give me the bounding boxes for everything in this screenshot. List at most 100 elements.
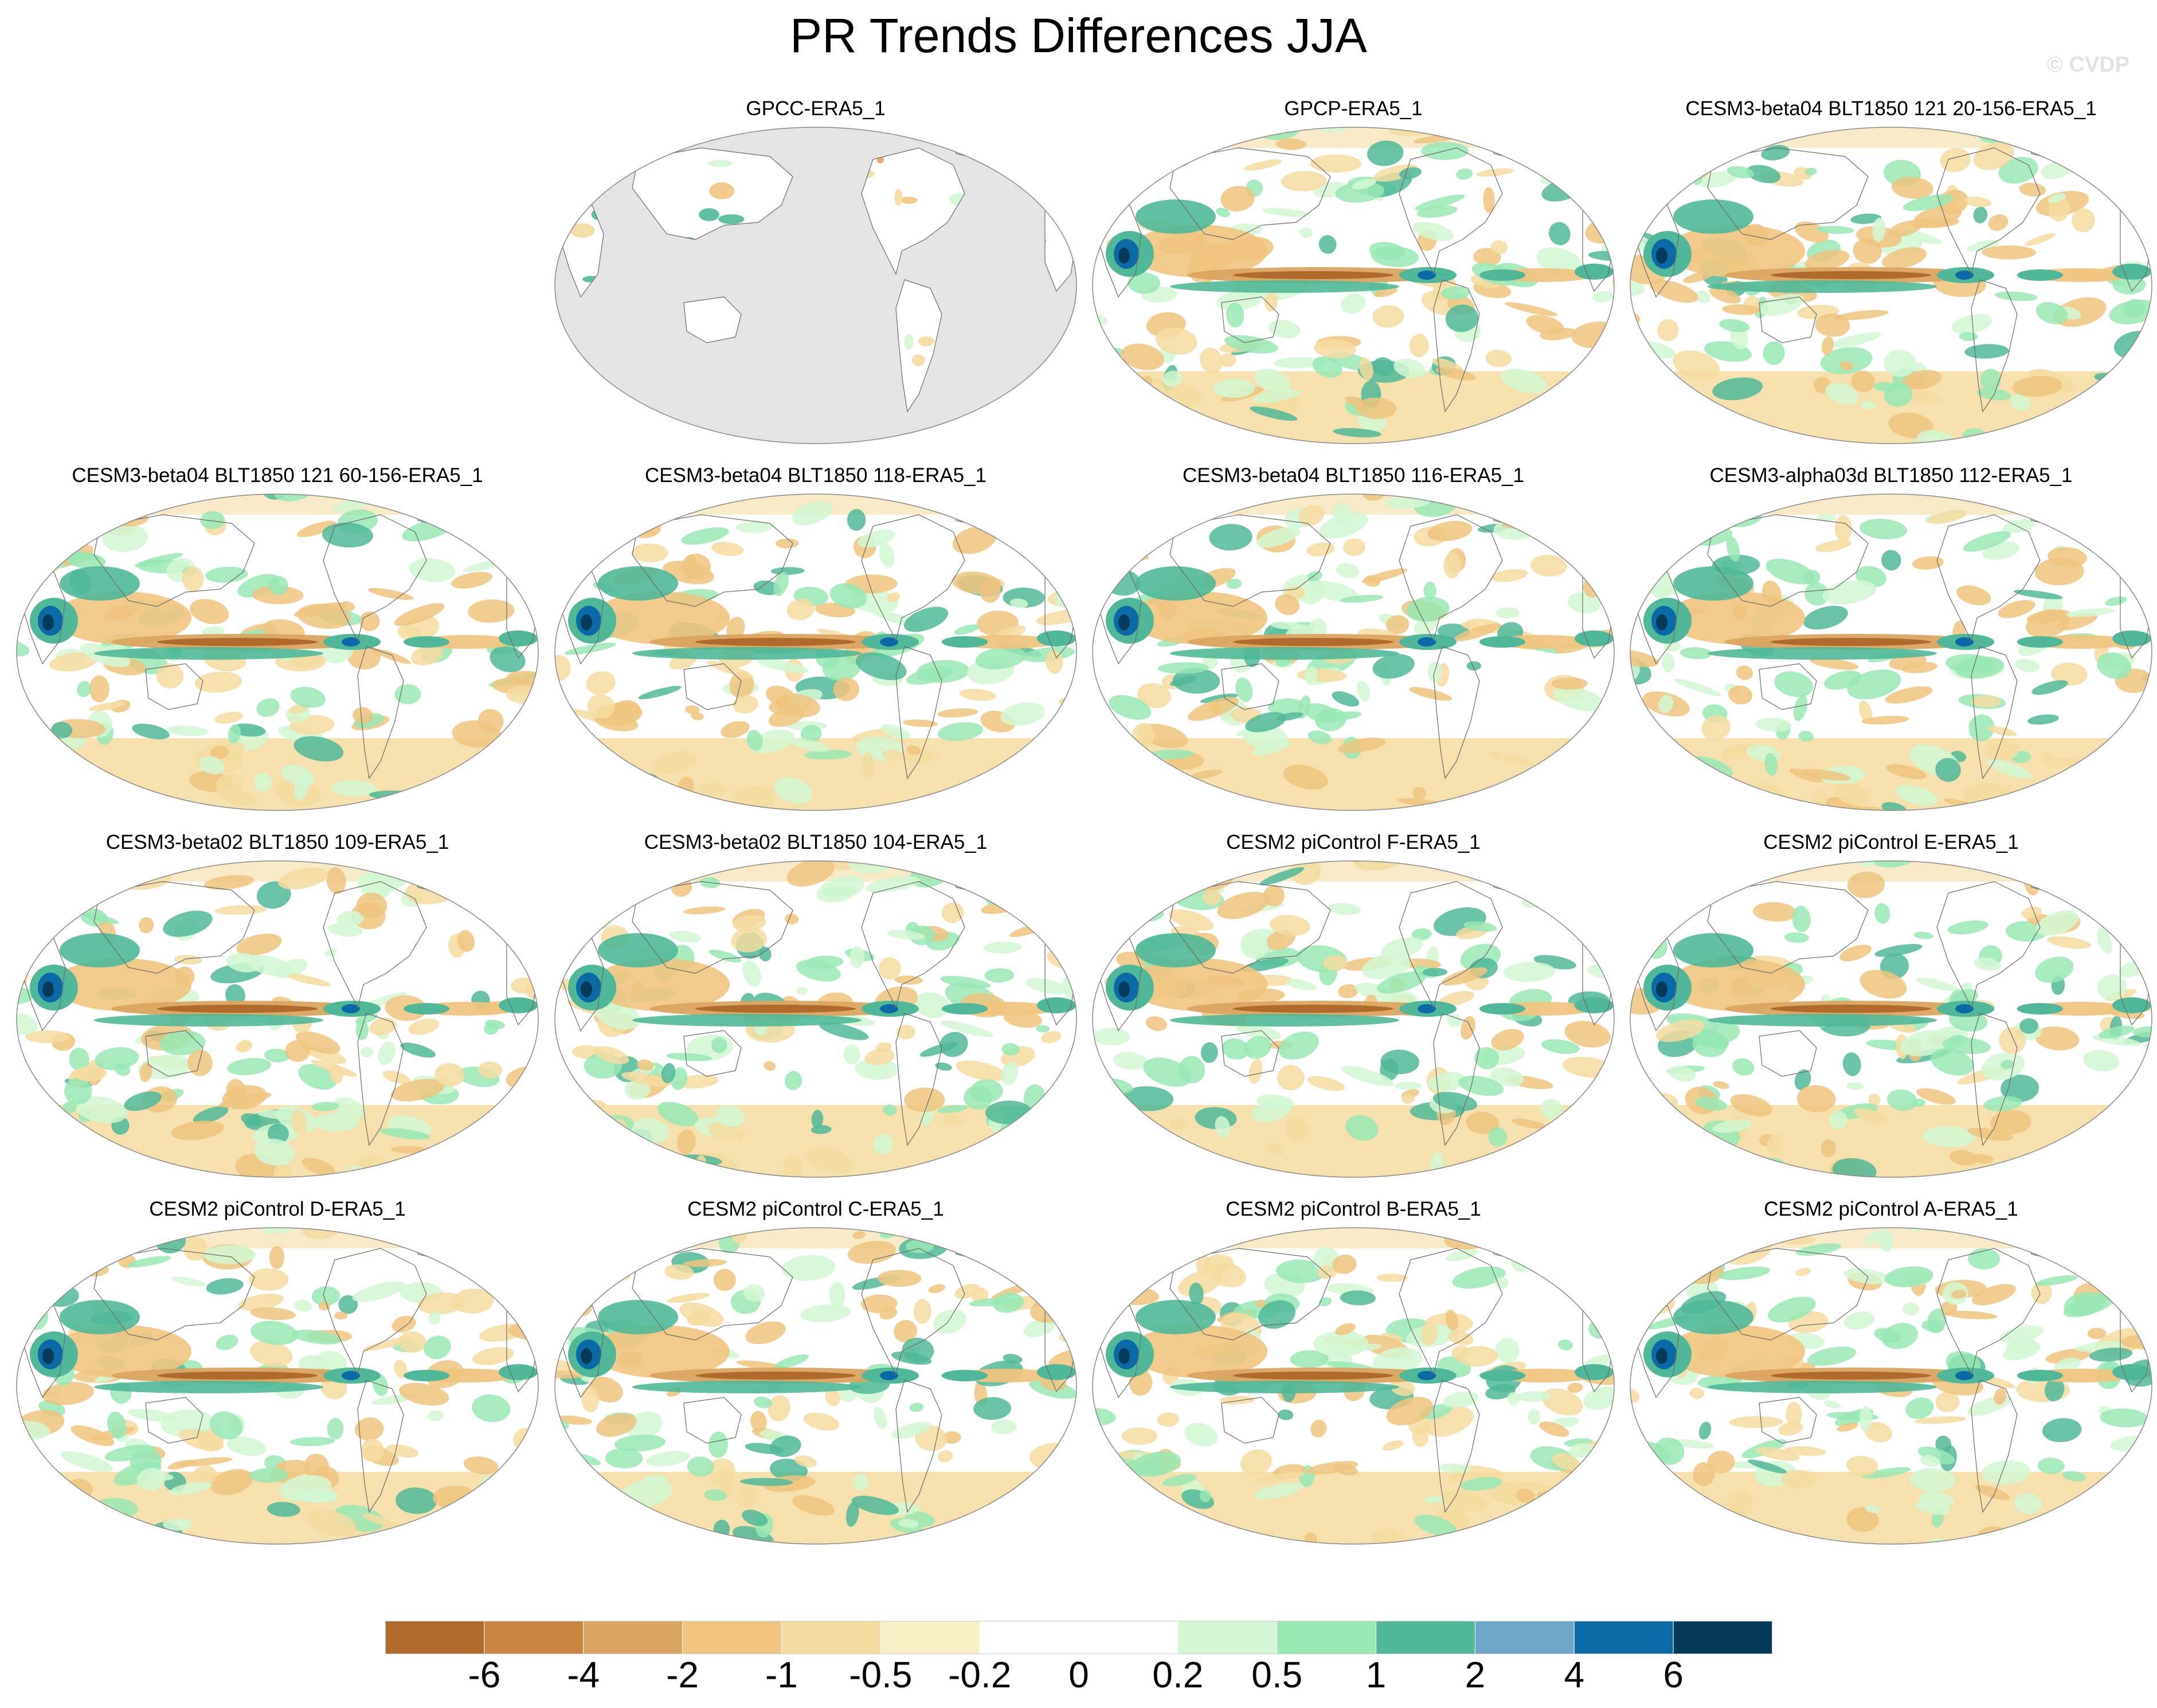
anomaly-patch (1736, 665, 1753, 680)
anomaly-patch (1275, 594, 1299, 616)
anomaly-patch (302, 1158, 335, 1176)
anomaly-patch (555, 1482, 571, 1509)
anomaly-patch (596, 1413, 637, 1437)
anomaly-patch (722, 1541, 750, 1546)
anomaly-patch (1372, 305, 1404, 328)
coastline (1399, 1248, 1503, 1376)
anomaly-patch (1971, 695, 2002, 708)
anomaly-patch (661, 1063, 676, 1083)
anomaly-patch (89, 675, 109, 703)
anomaly-patch (292, 1329, 342, 1345)
anomaly-patch (2082, 1050, 2120, 1072)
anomaly-patch (1630, 724, 1649, 735)
anomaly-patch (1732, 1058, 1755, 1076)
anomaly-patch (1093, 589, 1104, 611)
anomaly-patch (1637, 1157, 1664, 1176)
anomaly-patch (726, 617, 745, 640)
anomaly-patch (397, 625, 422, 641)
missing-data-ocean (555, 127, 1076, 444)
atlantic-itcz-wet (404, 636, 449, 648)
anomaly-patch (1442, 967, 1487, 986)
anomaly-patch (254, 1138, 295, 1166)
anomaly-patch (1201, 1042, 1218, 1063)
anomaly-patch (274, 494, 315, 502)
anomaly-patch (970, 1079, 1003, 1103)
coastline (145, 663, 203, 710)
anomaly-patch (586, 671, 616, 695)
anomaly-patch (1816, 514, 1837, 522)
anomaly-patch (1235, 677, 1253, 702)
anomaly-patch (1674, 679, 1721, 696)
anomaly-patch (594, 1046, 629, 1064)
anomaly-patch (318, 1302, 331, 1311)
anomaly-patch (1861, 1467, 1911, 1479)
coastline (1399, 514, 1503, 642)
anomaly-patch (256, 881, 291, 909)
anomaly-patch (1718, 1266, 1771, 1280)
atlantic-itcz-wet (1479, 1370, 1525, 1381)
anomaly-patch (253, 773, 272, 792)
anomaly-patch (816, 875, 864, 903)
anomaly-patch (1382, 1440, 1404, 1451)
anomaly-patch (21, 1127, 43, 1154)
anomaly-patch (658, 133, 688, 143)
anomaly-patch (1490, 1067, 1524, 1087)
anomaly-patch (1885, 686, 1933, 704)
africa-wet (1575, 630, 1614, 647)
anomaly-patch (612, 125, 633, 130)
anomaly-patch (1860, 401, 1876, 410)
anomaly-patch (1093, 526, 1134, 546)
anomaly-patch (1333, 428, 1381, 438)
anomaly-patch (490, 646, 526, 673)
anomaly-patch (561, 399, 574, 418)
anomaly-patch (193, 1106, 229, 1124)
anomaly-patch (1394, 1082, 1423, 1090)
anomaly-patch (1689, 1388, 1705, 1399)
anomaly-patch (855, 1543, 868, 1544)
anomaly-patch (992, 1292, 1024, 1313)
anomaly-patch (394, 1360, 408, 1378)
anomaly-patch (1345, 1115, 1379, 1141)
anomaly-patch (1305, 666, 1318, 685)
anomaly-patch (1223, 438, 1243, 444)
anomaly-patch (31, 1247, 56, 1271)
anomaly-patch (984, 773, 1027, 796)
anomaly-patch (391, 1079, 445, 1102)
itcz-dry-core (1233, 1372, 1393, 1380)
anomaly-patch (1446, 1249, 1478, 1262)
anomaly-patch (1122, 1086, 1174, 1111)
anomaly-patch (1854, 1108, 1889, 1125)
anomaly-patch (1461, 1477, 1502, 1491)
coastline (1936, 881, 2041, 1009)
map-panel: CESM2 piControl D-ERA5_1 (9, 1198, 546, 1553)
anomaly-patch (60, 1259, 97, 1268)
asian-monsoon-wet (1673, 1300, 1753, 1334)
anomaly-patch (1594, 563, 1614, 575)
anomaly-patch (1708, 1236, 1732, 1251)
anomaly-patch (285, 973, 331, 986)
anomaly-patch (1630, 757, 1638, 779)
anomaly-patch (60, 1451, 113, 1472)
colorbar-tick-label: 1 (1365, 1654, 1387, 1695)
anomaly-patch (139, 1062, 152, 1082)
anomaly-patch (17, 792, 21, 806)
east-pacific-wet-core (1418, 271, 1436, 280)
indian-ocean-wet-peak (581, 981, 592, 997)
anomaly-patch (1888, 412, 1933, 438)
anomaly-patch (104, 1444, 156, 1462)
coastline (1759, 296, 1817, 343)
atlantic-itcz-wet (1479, 269, 1525, 281)
colorbar-tick-label: -6 (468, 1654, 501, 1695)
anomaly-patch (1803, 605, 1848, 630)
anomaly-patch (171, 1121, 224, 1141)
anomaly-patch (1974, 957, 2001, 971)
anomaly-patch (1118, 1232, 1138, 1247)
anomaly-patch (983, 941, 1022, 954)
anomaly-patch (937, 1450, 953, 1463)
anomaly-patch (1984, 738, 2019, 762)
anomaly-patch (1066, 357, 1076, 362)
anomaly-patch (1008, 160, 1036, 168)
anomaly-patch (612, 700, 641, 722)
anomaly-patch (1145, 1016, 1168, 1031)
itcz-wet-band (94, 1014, 323, 1027)
